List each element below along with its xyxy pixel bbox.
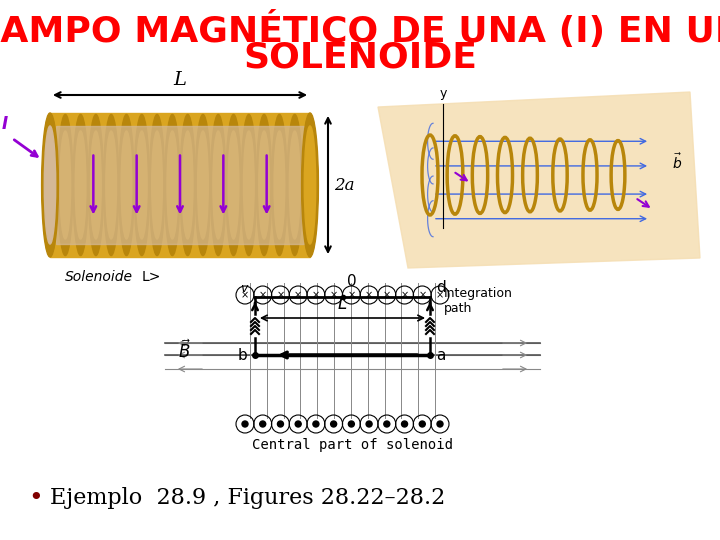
Ellipse shape: [243, 131, 254, 239]
Text: Solenoide: Solenoide: [65, 270, 133, 284]
Circle shape: [402, 421, 408, 427]
Text: d: d: [436, 280, 446, 295]
Text: ×: ×: [400, 290, 409, 300]
Circle shape: [295, 421, 301, 427]
Text: ×: ×: [312, 290, 320, 300]
Bar: [50, 113, 310, 257]
Text: ×: ×: [241, 290, 249, 300]
Circle shape: [384, 421, 390, 427]
Ellipse shape: [182, 131, 193, 239]
Ellipse shape: [195, 114, 210, 255]
Circle shape: [437, 421, 443, 427]
Ellipse shape: [60, 131, 71, 239]
Ellipse shape: [121, 131, 132, 239]
Ellipse shape: [165, 114, 180, 255]
Ellipse shape: [136, 131, 147, 239]
Ellipse shape: [42, 113, 58, 257]
Text: 0: 0: [348, 274, 357, 289]
Text: L: L: [174, 71, 186, 89]
Text: •: •: [28, 486, 42, 510]
Text: $\vec{b}$: $\vec{b}$: [672, 153, 683, 172]
Text: ×: ×: [276, 290, 284, 300]
Text: I: I: [2, 115, 8, 133]
Ellipse shape: [241, 114, 256, 255]
Ellipse shape: [289, 131, 300, 239]
Ellipse shape: [119, 114, 134, 255]
Circle shape: [348, 421, 354, 427]
Text: CAMPO MAGNÉTICO DE UNA (I) EN UN: CAMPO MAGNÉTICO DE UNA (I) EN UN: [0, 11, 720, 49]
Text: ×: ×: [436, 290, 444, 300]
Ellipse shape: [287, 114, 302, 255]
Text: L: L: [338, 295, 347, 313]
Ellipse shape: [58, 114, 73, 255]
Ellipse shape: [197, 131, 208, 239]
Text: ×: ×: [347, 290, 356, 300]
Text: ×: ×: [383, 290, 391, 300]
Text: L>>a: L>>a: [142, 270, 181, 284]
Ellipse shape: [274, 131, 285, 239]
Text: b: b: [238, 348, 247, 362]
Ellipse shape: [45, 131, 55, 239]
Ellipse shape: [228, 131, 239, 239]
Ellipse shape: [180, 114, 195, 255]
Ellipse shape: [302, 114, 318, 255]
Ellipse shape: [150, 114, 165, 255]
Circle shape: [419, 421, 426, 427]
Ellipse shape: [213, 131, 224, 239]
Ellipse shape: [271, 114, 287, 255]
Ellipse shape: [106, 131, 117, 239]
Ellipse shape: [89, 114, 104, 255]
Ellipse shape: [42, 114, 58, 255]
Ellipse shape: [256, 114, 271, 255]
Ellipse shape: [305, 131, 315, 239]
Ellipse shape: [73, 114, 89, 255]
Text: SOLENOIDE: SOLENOIDE: [243, 41, 477, 75]
Ellipse shape: [210, 114, 226, 255]
Text: Integration
path: Integration path: [444, 287, 513, 315]
Ellipse shape: [305, 126, 316, 244]
Text: Central part of solenoid: Central part of solenoid: [252, 438, 453, 452]
Circle shape: [260, 421, 266, 427]
Bar: [160, 272, 545, 460]
Ellipse shape: [152, 131, 163, 239]
Text: ×: ×: [418, 290, 426, 300]
Text: $\vec{B}$: $\vec{B}$: [178, 340, 192, 362]
Text: ×: ×: [365, 290, 373, 300]
Ellipse shape: [167, 131, 178, 239]
Polygon shape: [378, 92, 700, 268]
Text: y: y: [439, 87, 446, 100]
Circle shape: [242, 421, 248, 427]
Text: a: a: [436, 348, 446, 362]
Text: ×: ×: [258, 290, 267, 300]
Circle shape: [366, 421, 372, 427]
Ellipse shape: [302, 113, 318, 257]
Text: ×: ×: [330, 290, 338, 300]
Text: ×: ×: [294, 290, 302, 300]
Ellipse shape: [226, 114, 241, 255]
Ellipse shape: [134, 114, 150, 255]
Ellipse shape: [75, 131, 86, 239]
Text: 2a: 2a: [334, 177, 354, 193]
Text: Ejemplo  28.9 , Figures 28.22–28.2: Ejemplo 28.9 , Figures 28.22–28.2: [50, 487, 445, 509]
Ellipse shape: [258, 131, 269, 239]
Text: v: v: [240, 282, 247, 295]
Ellipse shape: [104, 114, 119, 255]
Ellipse shape: [91, 131, 102, 239]
Circle shape: [277, 421, 284, 427]
Bar: [56, 126, 304, 244]
Ellipse shape: [44, 126, 55, 244]
Circle shape: [330, 421, 337, 427]
Circle shape: [313, 421, 319, 427]
